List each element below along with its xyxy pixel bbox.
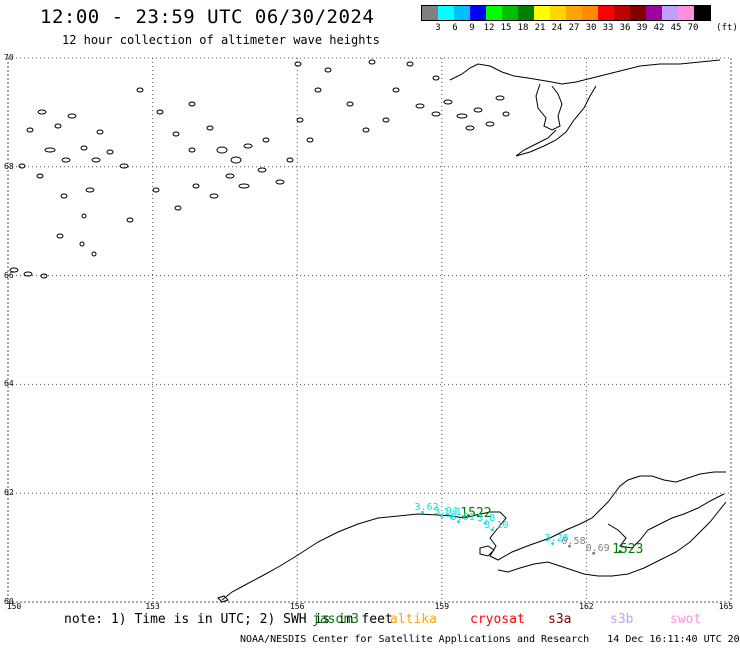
legend-tick-label: 3 — [435, 23, 441, 33]
satellite-altika: altika — [390, 612, 437, 627]
observation-label: 0.69 — [585, 543, 610, 555]
legend-swatch — [422, 6, 438, 20]
observation-dot — [568, 544, 572, 548]
lat-tick-label: 70 — [4, 53, 14, 62]
legend-tick-label: 70 — [687, 23, 699, 33]
observation-label: 3.61 — [450, 511, 475, 523]
island — [217, 595, 229, 603]
observation-dot — [457, 520, 461, 524]
legend-swatch — [438, 6, 454, 20]
legend-ticks: 3 6 9 12 15 18 21 24 27 30 33 36 39 42 45 70 (ft) — [421, 23, 738, 35]
coastline-north — [449, 59, 721, 85]
coastline — [9, 59, 727, 603]
legend-color-bar — [421, 5, 711, 21]
observation-label: 3.10 — [484, 519, 509, 531]
island — [479, 545, 495, 557]
legend-swatch — [662, 6, 678, 20]
legend-tick-label: 45 — [670, 23, 682, 33]
observation-label: 1523 — [612, 541, 644, 557]
observation-dot — [440, 514, 444, 518]
legend-swatch — [598, 6, 614, 20]
observation-label: 3.26 — [544, 533, 569, 545]
legend-tick-label: 6 — [452, 23, 458, 33]
legend-swatch — [614, 6, 630, 20]
coastline-bay — [535, 83, 563, 131]
legend-tick-label: 21 — [534, 23, 546, 33]
map-subtitle: 12 hour collection of altimeter wave hei… — [62, 33, 380, 47]
map-frame — [7, 57, 732, 603]
legend-tick-label: 36 — [619, 23, 631, 33]
lat-tick-label: 68 — [4, 161, 14, 171]
footer-credit: NOAA/NESDIS Center for Satellite Applica… — [240, 634, 740, 645]
legend-tick-label: 12 — [483, 23, 495, 33]
lon-tick-label: 153 — [145, 602, 160, 611]
observation-points — [421, 510, 622, 555]
legend-swatch — [550, 6, 566, 20]
coastline-south — [221, 471, 726, 601]
legend-swatch — [646, 6, 662, 20]
legend-tick-label: 15 — [500, 23, 512, 33]
observation-label: 1.1 — [443, 507, 462, 519]
observation-label: 3.62 — [414, 502, 439, 514]
legend-swatch — [630, 6, 646, 20]
observation-dot — [466, 514, 470, 518]
legend-swatch — [518, 6, 534, 20]
legend-tick-label: 30 — [585, 23, 597, 33]
legend-swatch — [486, 6, 502, 20]
observation-dot — [421, 510, 425, 514]
wave-height-legend: 3 6 9 12 15 18 21 24 27 30 33 36 39 42 45 70 (ft) — [421, 5, 738, 35]
satellite-swot: swot — [670, 612, 702, 627]
legend-swatch — [534, 6, 550, 20]
coastline-peninsula — [515, 85, 597, 157]
lat-tick-label: 66 — [4, 270, 14, 280]
observation-dot — [551, 541, 555, 545]
legend-tick-label: 27 — [568, 23, 580, 33]
legend-tick-label: 9 — [469, 23, 475, 33]
observation-label: 3.8 — [477, 513, 496, 525]
legend-tick-label: 33 — [602, 23, 614, 33]
legend-swatch — [694, 6, 710, 20]
lon-tick-label: 162 — [579, 602, 594, 611]
lake-clusters — [9, 59, 510, 279]
coastline-inlet — [607, 493, 725, 549]
satellite-s3b: s3b — [610, 612, 634, 627]
legend-swatch — [678, 6, 694, 20]
observation-dot — [592, 551, 596, 555]
legend-tick-label: 24 — [551, 23, 563, 33]
coastline-south-east — [497, 501, 727, 577]
lat-tick-label: 62 — [4, 488, 14, 498]
observation-label: 1522 — [460, 505, 492, 521]
footer-note: note: 1) Time is in UTC; 2) SWH is in fe… — [64, 612, 393, 627]
lon-tick-label: 159 — [434, 602, 450, 611]
legend-tick-label: 42 — [653, 23, 665, 33]
lat-tick-label: 64 — [4, 379, 14, 389]
observation-dot — [449, 515, 453, 519]
legend-unit: (ft) — [716, 23, 738, 33]
satellite-s3a: s3a — [548, 612, 572, 627]
lon-tick-label: 150 — [6, 602, 22, 611]
map-title: 12:00 - 23:59 UTC 06/30/2024 — [40, 6, 375, 28]
observation-label: 0.58 — [561, 536, 586, 548]
legend-swatch — [502, 6, 518, 20]
legend-tick-label: 39 — [636, 23, 648, 33]
satellite-jason3: jason3 — [312, 612, 359, 627]
observation-dot — [618, 550, 622, 554]
observation-dot — [490, 528, 494, 532]
observation-label: 3.94 — [433, 506, 458, 518]
lon-tick-label: 165 — [718, 602, 734, 611]
satellite-cryosat: cryosat — [470, 612, 525, 627]
lat-tick-label: 60 — [4, 597, 14, 606]
legend-swatch — [566, 6, 582, 20]
lon-tick-label: 156 — [289, 602, 305, 611]
legend-swatch — [582, 6, 598, 20]
legend-swatch — [454, 6, 470, 20]
observation-dot — [483, 521, 487, 525]
legend-tick-label: 18 — [517, 23, 529, 33]
legend-swatch — [470, 6, 486, 20]
